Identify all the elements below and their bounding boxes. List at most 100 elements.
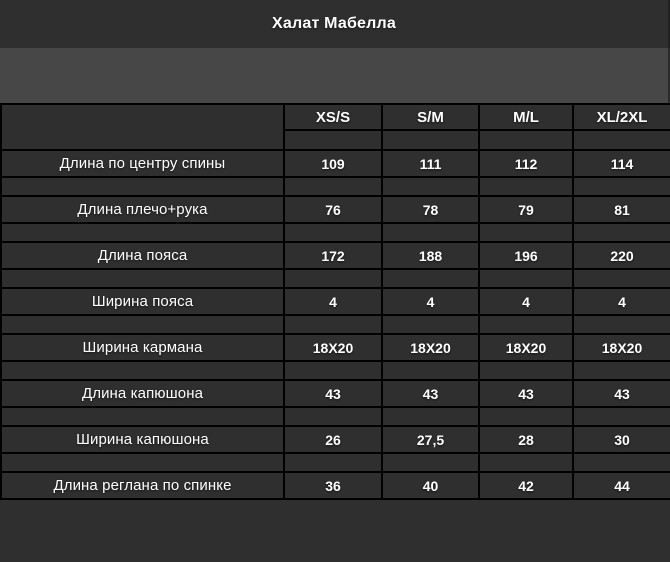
spacer-row bbox=[0, 314, 670, 335]
spacer-row bbox=[0, 452, 670, 473]
size-value: 26 bbox=[283, 425, 383, 454]
spacer-cell bbox=[478, 314, 574, 335]
spacer-cell bbox=[283, 406, 383, 427]
spacer-cell bbox=[572, 268, 670, 289]
spacer-cell bbox=[283, 314, 383, 335]
spacer-cell bbox=[478, 222, 574, 243]
size-value: 28 bbox=[478, 425, 574, 454]
page-title: Халат Мабелла bbox=[272, 15, 396, 32]
spacer-cell bbox=[572, 452, 670, 473]
spacer-cell bbox=[0, 268, 285, 289]
size-value: 43 bbox=[381, 379, 480, 408]
measurement-label: Длина капюшона bbox=[0, 379, 285, 408]
spacer-cell bbox=[478, 360, 574, 381]
empty-gray-band bbox=[0, 48, 670, 103]
table-row: Длина по центру спины 109 111 112 114 bbox=[0, 149, 670, 178]
table-row: Ширина пояса 4 4 4 4 bbox=[0, 287, 670, 316]
spacer-cell bbox=[381, 176, 480, 197]
spacer-cell bbox=[381, 314, 480, 335]
size-value: 40 bbox=[381, 471, 480, 500]
spacer-cell bbox=[283, 129, 383, 151]
measurement-label: Ширина кармана bbox=[0, 333, 285, 362]
size-column-header: S/M bbox=[381, 103, 480, 131]
size-value: 79 bbox=[478, 195, 574, 224]
spacer-cell bbox=[0, 314, 285, 335]
size-value: 114 bbox=[572, 149, 670, 178]
measurement-label: Длина по центру спины bbox=[0, 149, 285, 178]
measurement-label: Ширина пояса bbox=[0, 287, 285, 316]
size-value: 188 bbox=[381, 241, 480, 270]
size-value: 18X20 bbox=[572, 333, 670, 362]
spacer-row bbox=[0, 268, 670, 289]
spacer-cell bbox=[381, 129, 480, 151]
size-value: 76 bbox=[283, 195, 383, 224]
spacer-cell bbox=[572, 222, 670, 243]
spacer-cell bbox=[283, 452, 383, 473]
size-value: 18X20 bbox=[283, 333, 383, 362]
size-value: 43 bbox=[283, 379, 383, 408]
spacer-row bbox=[0, 406, 670, 427]
size-header-row: XS/S S/M M/L XL/2XL bbox=[0, 103, 670, 151]
table-row: Длина реглана по спинке 36 40 42 44 bbox=[0, 471, 670, 500]
spacer-cell bbox=[283, 268, 383, 289]
size-value: 42 bbox=[478, 471, 574, 500]
size-value: 111 bbox=[381, 149, 480, 178]
spacer-cell bbox=[0, 452, 285, 473]
spacer-cell bbox=[478, 406, 574, 427]
spacer-cell bbox=[381, 452, 480, 473]
spacer-cell bbox=[572, 176, 670, 197]
size-value: 4 bbox=[381, 287, 480, 316]
spacer-cell bbox=[283, 176, 383, 197]
spacer-cell bbox=[572, 406, 670, 427]
spacer-cell bbox=[381, 222, 480, 243]
size-value: 172 bbox=[283, 241, 383, 270]
spacer-row bbox=[1, 129, 670, 151]
spacer-cell bbox=[0, 222, 285, 243]
size-value: 220 bbox=[572, 241, 670, 270]
table-row: Длина капюшона 43 43 43 43 bbox=[0, 379, 670, 408]
table-row: Длина пояса 172 188 196 220 bbox=[0, 241, 670, 270]
size-value: 30 bbox=[572, 425, 670, 454]
table-row: Ширина кармана 18X20 18X20 18X20 18X20 bbox=[0, 333, 670, 362]
spacer-cell bbox=[478, 129, 574, 151]
size-value: 109 bbox=[283, 149, 383, 178]
size-value: 4 bbox=[283, 287, 383, 316]
measurement-label: Ширина капюшона bbox=[0, 425, 285, 454]
title-bar: Халат Мабелла bbox=[0, 0, 670, 48]
size-value: 36 bbox=[283, 471, 383, 500]
size-value: 43 bbox=[572, 379, 670, 408]
size-value: 44 bbox=[572, 471, 670, 500]
spacer-row bbox=[0, 222, 670, 243]
size-column-header: XS/S bbox=[283, 103, 383, 131]
spacer-cell bbox=[572, 314, 670, 335]
spacer-cell bbox=[478, 268, 574, 289]
spacer-cell bbox=[478, 452, 574, 473]
size-column-header: M/L bbox=[478, 103, 574, 131]
spacer-cell bbox=[572, 129, 670, 151]
spacer-cell bbox=[283, 360, 383, 381]
size-value: 81 bbox=[572, 195, 670, 224]
spacer-cell bbox=[381, 268, 480, 289]
spacer-cell bbox=[572, 360, 670, 381]
spacer-cell bbox=[0, 360, 285, 381]
corner-cell bbox=[0, 103, 285, 151]
spacer-cell bbox=[478, 176, 574, 197]
spacer-cell bbox=[0, 176, 285, 197]
size-value: 4 bbox=[478, 287, 574, 316]
measurement-label: Длина реглана по спинке bbox=[0, 471, 285, 500]
measurement-label: Длина плечо+рука bbox=[0, 195, 285, 224]
spacer-cell bbox=[381, 360, 480, 381]
size-column-header: XL/2XL bbox=[572, 103, 670, 131]
spacer-cell bbox=[283, 222, 383, 243]
spacer-cell bbox=[381, 406, 480, 427]
table-row: Длина плечо+рука 76 78 79 81 bbox=[0, 195, 670, 224]
size-table: XS/S S/M M/L XL/2XL Длина по центру спин… bbox=[0, 103, 670, 500]
spacer-row bbox=[0, 176, 670, 197]
size-value: 27,5 bbox=[381, 425, 480, 454]
spacer-row bbox=[0, 360, 670, 381]
table-row: Ширина капюшона 26 27,5 28 30 bbox=[0, 425, 670, 454]
size-value: 78 bbox=[381, 195, 480, 224]
size-value: 112 bbox=[478, 149, 574, 178]
size-value: 43 bbox=[478, 379, 574, 408]
